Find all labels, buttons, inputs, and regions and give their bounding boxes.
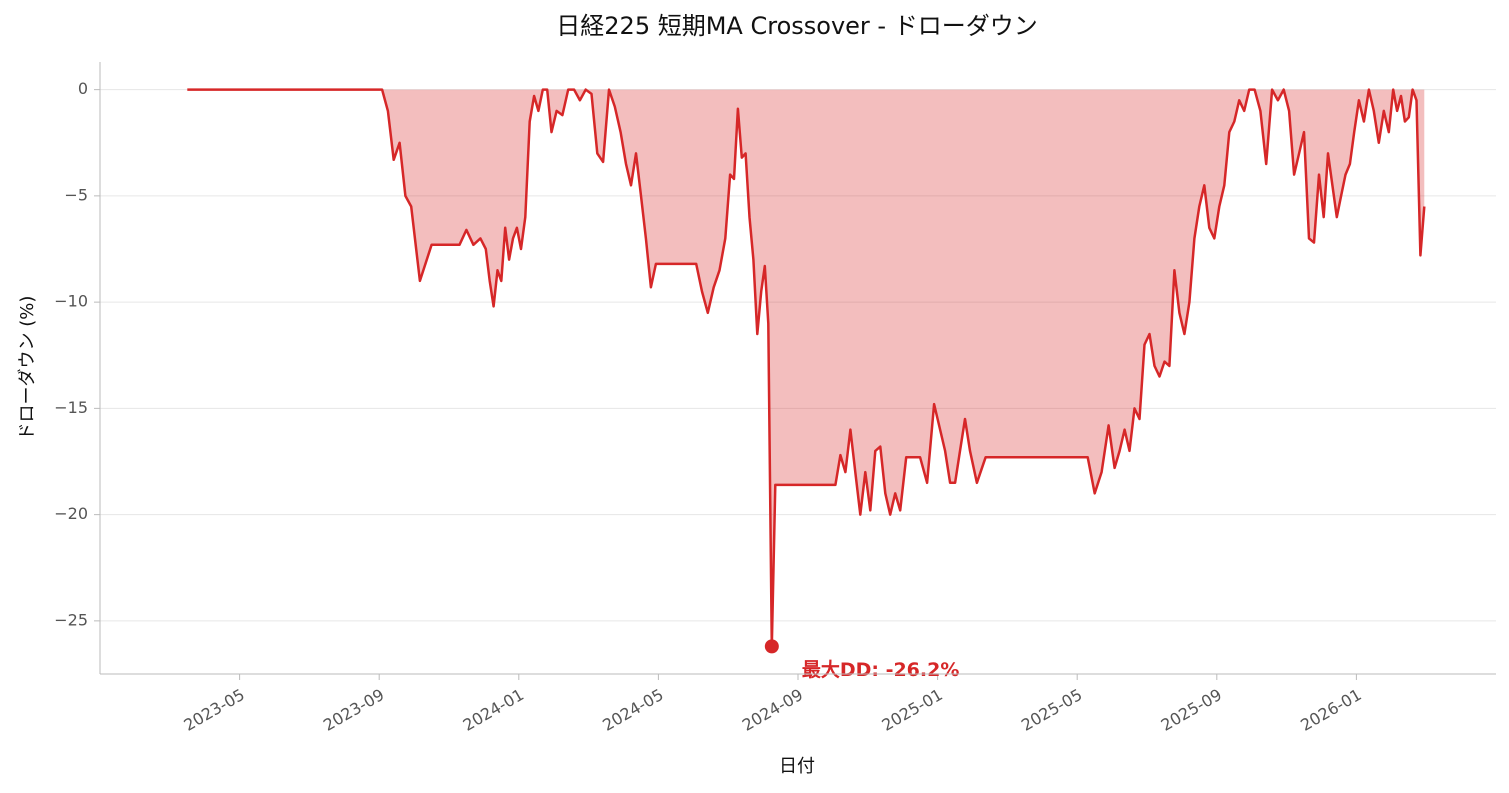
drawdown-area [187, 89, 1425, 647]
x-tick-label: 2024-01 [460, 685, 527, 735]
x-tick-label: 2023-09 [320, 685, 387, 735]
x-tick-label: 2026-01 [1297, 685, 1364, 735]
x-tick-label: 2024-09 [739, 685, 806, 735]
x-tick-label: 2024-05 [599, 685, 666, 735]
y-axis-label: ドローダウン (%) [17, 296, 38, 441]
max-drawdown-marker [764, 639, 779, 654]
x-tick-label: 2025-09 [1158, 685, 1225, 735]
x-tick-label: 2023-05 [180, 685, 247, 735]
x-tick-label: 2025-01 [878, 685, 945, 735]
chart-title: 日経225 短期MA Crossover - ドローダウン [556, 12, 1037, 40]
y-tick-label: −10 [54, 292, 88, 311]
x-axis-label: 日付 [779, 756, 815, 777]
max-drawdown-annotation: 最大DD: -26.2% [802, 658, 960, 681]
y-tick-label: −15 [54, 398, 88, 417]
y-tick-label: 0 [78, 79, 88, 98]
y-tick-label: −25 [54, 610, 88, 629]
y-tick-label: −20 [54, 504, 88, 523]
x-tick-label: 2025-05 [1018, 685, 1085, 735]
drawdown-line [187, 88, 1426, 648]
y-tick-label: −5 [64, 185, 88, 204]
